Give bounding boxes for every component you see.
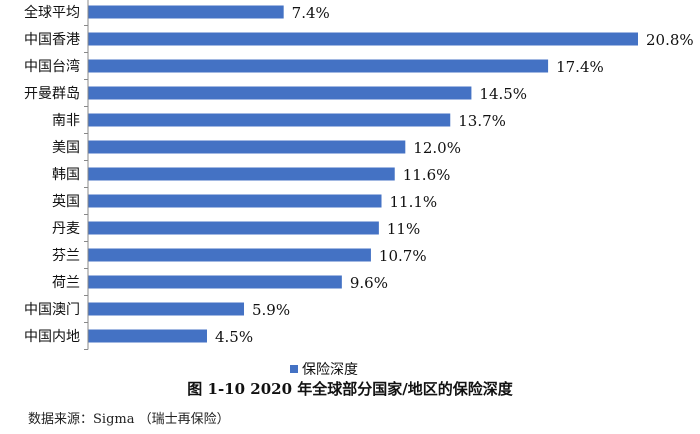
category-label: 开曼群岛: [24, 86, 80, 102]
value-label: 9.6%: [350, 274, 388, 292]
bar: [88, 32, 638, 46]
value-label: 11%: [387, 220, 420, 238]
figure-caption: 图 1-10 2020 年全球部分国家/地区的保险深度: [187, 380, 513, 398]
bar: [88, 5, 284, 19]
category-label: 中国台湾: [24, 58, 80, 75]
value-label: 10.7%: [379, 247, 427, 265]
category-label: 中国香港: [24, 32, 80, 48]
data-source-note: 数据来源：Sigma （瑞士再保险）: [28, 412, 230, 427]
category-label: 全球平均: [24, 4, 80, 21]
bar: [88, 329, 207, 343]
bar: [88, 194, 382, 208]
category-label: 韩国: [52, 167, 80, 183]
category-label: 丹麦: [52, 221, 80, 237]
value-label: 11.1%: [390, 193, 438, 211]
category-label: 南非: [52, 113, 80, 129]
bar: [88, 275, 342, 289]
category-label: 中国内地: [24, 329, 80, 345]
category-label: 英国: [52, 193, 80, 210]
bar: [88, 113, 451, 127]
bar: [88, 221, 379, 235]
legend-swatch: [290, 365, 298, 373]
value-label: 17.4%: [556, 58, 604, 76]
category-label: 荷兰: [52, 275, 80, 291]
value-label: 5.9%: [252, 301, 290, 319]
category-label: 中国澳门: [24, 302, 80, 318]
value-label: 4.5%: [215, 328, 253, 346]
value-label: 11.6%: [403, 166, 451, 184]
value-label: 13.7%: [458, 112, 506, 130]
bar: [88, 248, 371, 262]
value-label: 12.0%: [413, 139, 461, 157]
legend-label: 保险深度: [302, 362, 358, 375]
bar: [88, 86, 472, 100]
category-label: 美国: [52, 140, 80, 156]
value-label: 14.5%: [479, 85, 527, 103]
bar: [88, 140, 406, 154]
bar: [88, 59, 549, 73]
category-label: 芬兰: [52, 248, 80, 264]
bar-chart: 全球平均 7.4% 中国香港 20.8% 中国台湾 17.4% 开曼群岛 14.5% 南非 13.…: [24, 0, 694, 375]
value-label: 20.8%: [646, 31, 694, 49]
bar: [88, 167, 395, 181]
bar: [88, 302, 245, 316]
value-label: 7.4%: [292, 4, 330, 22]
